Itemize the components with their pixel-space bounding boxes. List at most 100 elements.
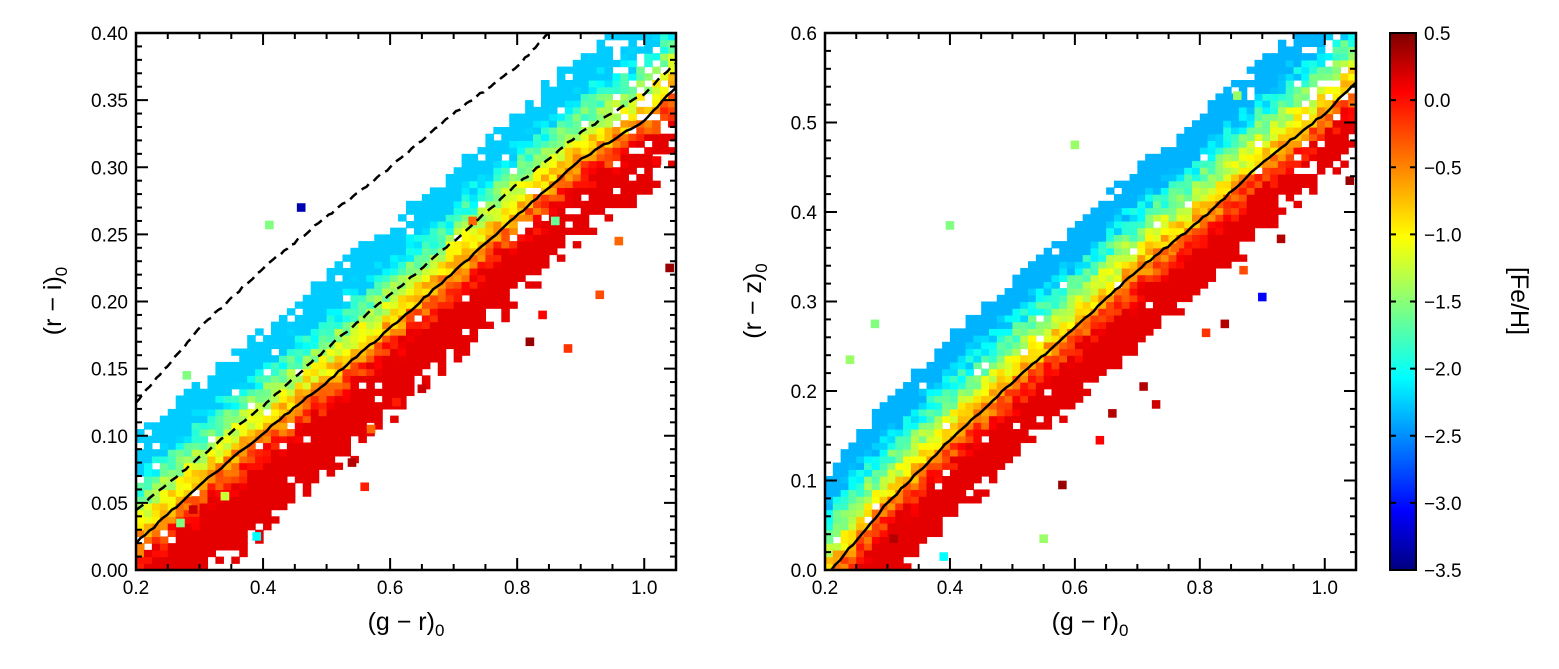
heatmap-cell bbox=[509, 120, 518, 128]
heatmap-cell bbox=[413, 267, 423, 276]
heatmap-cell bbox=[580, 66, 590, 74]
heatmap-cell bbox=[1277, 46, 1287, 54]
heatmap-cell bbox=[318, 308, 328, 316]
heatmap-cell bbox=[1207, 180, 1217, 188]
heatmap-cell bbox=[1301, 180, 1310, 188]
heatmap-cell bbox=[1184, 133, 1193, 141]
heatmap-cell bbox=[856, 523, 865, 531]
heatmap-cell bbox=[398, 241, 407, 249]
heatmap-cell bbox=[1051, 402, 1060, 410]
heatmap-cell bbox=[1113, 288, 1123, 296]
heatmap-cell bbox=[604, 167, 614, 175]
heatmap-cell bbox=[271, 341, 280, 350]
heatmap-cell bbox=[1207, 254, 1217, 262]
heatmap-cell bbox=[864, 549, 873, 558]
heatmap-cell bbox=[167, 502, 177, 511]
heatmap-cell bbox=[318, 429, 328, 437]
heatmap-cell bbox=[856, 482, 865, 491]
heatmap-cell bbox=[918, 455, 928, 464]
heatmap-cell bbox=[469, 173, 479, 182]
heatmap-cell bbox=[1082, 274, 1092, 282]
heatmap-cell bbox=[628, 39, 637, 48]
heatmap-cell bbox=[342, 355, 352, 363]
heatmap-cell bbox=[848, 536, 857, 544]
heatmap-cell bbox=[832, 509, 842, 517]
heatmap-cell bbox=[1098, 314, 1107, 323]
heatmap-cell bbox=[263, 355, 272, 363]
heatmap-cell bbox=[382, 368, 391, 376]
heatmap-cell bbox=[572, 220, 582, 229]
heatmap-cell bbox=[390, 314, 399, 323]
heatmap-cell bbox=[949, 348, 959, 356]
heatmap-cell bbox=[548, 120, 558, 128]
heatmap-cell bbox=[271, 395, 280, 403]
heatmap-cell bbox=[1199, 234, 1209, 242]
heatmap-cell bbox=[1160, 227, 1170, 235]
heatmap-cell bbox=[1020, 395, 1029, 403]
heatmap-cell bbox=[231, 509, 240, 517]
heatmap-cell bbox=[469, 207, 479, 215]
heatmap-cell bbox=[1160, 220, 1170, 229]
heatmap-cell bbox=[1121, 267, 1131, 276]
heatmap-cell bbox=[572, 100, 582, 108]
heatmap-cell bbox=[1231, 173, 1240, 182]
heatmap-cell bbox=[199, 543, 209, 551]
heatmap-cell bbox=[390, 241, 399, 249]
heatmap-cell bbox=[1106, 247, 1115, 256]
heatmap-cell bbox=[988, 355, 998, 363]
heatmap-cell bbox=[421, 321, 431, 329]
heatmap-cell bbox=[887, 429, 896, 437]
heatmap-cell bbox=[231, 489, 240, 497]
heatmap-cell bbox=[1332, 39, 1341, 48]
heatmap-cell bbox=[1012, 335, 1021, 343]
heatmap-cell bbox=[965, 341, 974, 350]
x-tick-label: 0.4 bbox=[250, 578, 277, 599]
heatmap-cell bbox=[973, 395, 982, 403]
heatmap-cell bbox=[215, 402, 224, 410]
heatmap-cell bbox=[660, 46, 669, 54]
heatmap-cell bbox=[871, 523, 881, 531]
heatmap-cell bbox=[1199, 247, 1209, 256]
heatmap-cell bbox=[1004, 375, 1014, 383]
heatmap-cell bbox=[903, 382, 912, 390]
heatmap-cell bbox=[326, 321, 336, 329]
heatmap-cell bbox=[461, 207, 471, 215]
heatmap-cell bbox=[588, 106, 598, 115]
heatmap-cell bbox=[580, 106, 590, 115]
heatmap-cell bbox=[1270, 126, 1279, 135]
heatmap-cell bbox=[840, 502, 850, 511]
heatmap-cell bbox=[382, 234, 391, 242]
heatmap-cell bbox=[358, 247, 367, 256]
heatmap-cell bbox=[832, 502, 842, 511]
heatmap-cell bbox=[996, 294, 1006, 303]
heatmap-cell bbox=[310, 341, 320, 350]
heatmap-cell bbox=[223, 455, 232, 464]
heatmap-cell bbox=[620, 100, 629, 108]
heatmap-cell bbox=[1043, 341, 1053, 350]
heatmap-cell bbox=[159, 442, 169, 450]
y-axis-label-left-sub: 0 bbox=[52, 267, 71, 276]
heatmap-cell bbox=[949, 502, 959, 511]
heatmap-cell bbox=[533, 247, 542, 256]
heatmap-cell bbox=[501, 254, 510, 262]
heatmap-cell bbox=[981, 341, 990, 350]
x-axis-label-left: (g − r)0 bbox=[368, 608, 445, 640]
heatmap-cell bbox=[366, 321, 375, 329]
heatmap-cell bbox=[1192, 167, 1201, 175]
heatmap-cell bbox=[1129, 328, 1138, 336]
heatmap-cell bbox=[1316, 133, 1326, 141]
heatmap-cell bbox=[1207, 140, 1217, 148]
heatmap-cell bbox=[848, 496, 857, 504]
heatmap-cell bbox=[1270, 187, 1279, 195]
heatmap-cell bbox=[1012, 341, 1021, 350]
heatmap-cell bbox=[1121, 247, 1131, 256]
heatmap-cell bbox=[136, 516, 145, 524]
heatmap-cell bbox=[207, 429, 217, 437]
heatmap-cell bbox=[887, 435, 896, 444]
heatmap-cell bbox=[652, 147, 661, 155]
heatmap-cell bbox=[910, 382, 920, 390]
heatmap-cell bbox=[1262, 106, 1271, 115]
heatmap-cell bbox=[469, 247, 479, 256]
heatmap-cell bbox=[1215, 207, 1224, 215]
heatmap-cell bbox=[477, 220, 487, 229]
